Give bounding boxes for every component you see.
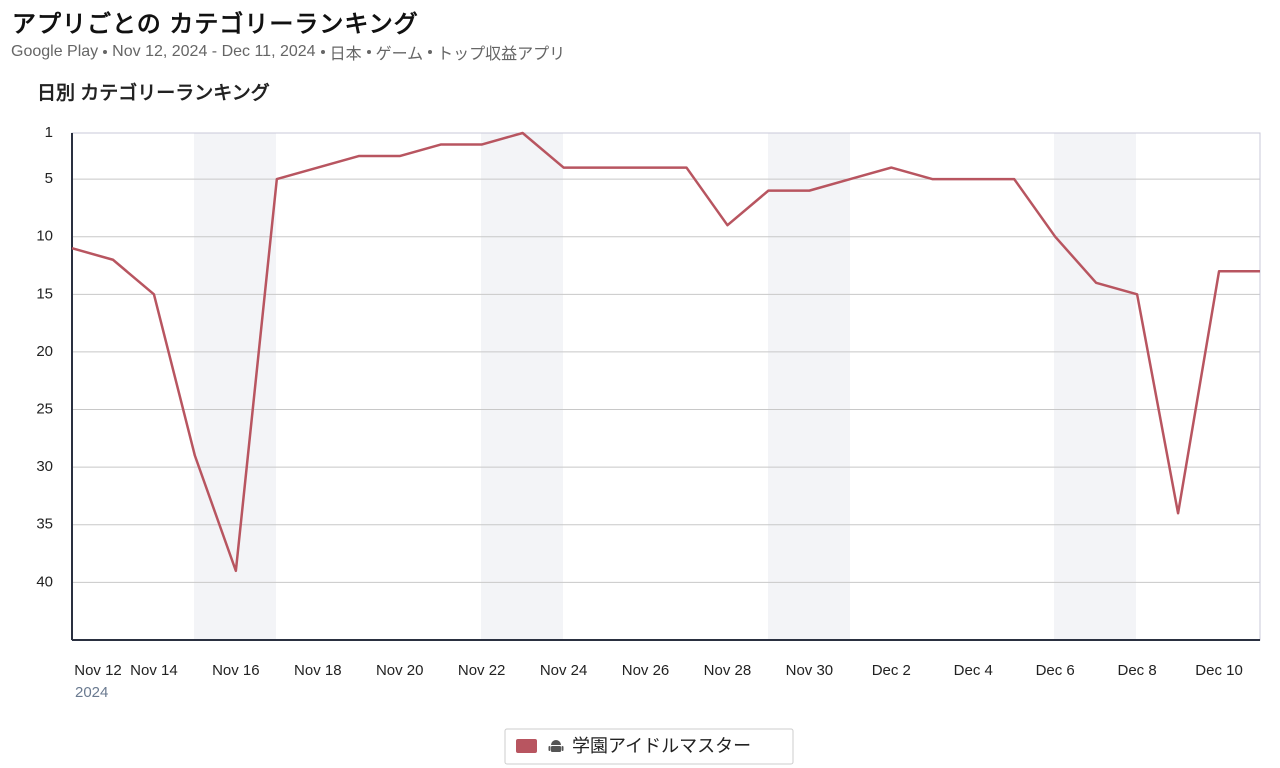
legend-label: 学園アイドルマスター [572, 736, 751, 756]
weekend-bands [194, 133, 1136, 640]
weekend-band [481, 133, 563, 640]
y-tick-label: 25 [36, 401, 53, 418]
subtitle: Google Play Nov 12, 2024 - Dec 11, 2024 日本… [11, 40, 565, 64]
separator [320, 50, 325, 54]
x-tick-label: Nov 28 [704, 662, 752, 679]
weekend-band [1054, 133, 1136, 640]
x-tick-label: Nov 20 [376, 662, 424, 679]
x-tick-label: Nov 24 [540, 662, 588, 679]
y-tick-label: 35 [36, 516, 53, 533]
x-tick-label: Dec 6 [1036, 662, 1075, 679]
x-tick-label: Nov 14 [130, 662, 178, 679]
separator [366, 50, 371, 54]
y-tick-label: 10 [36, 228, 53, 245]
subtitle-part: Nov 12, 2024 - Dec 11, 2024 [112, 43, 316, 60]
y-tick-label: 40 [36, 573, 53, 590]
y-tick-label: 5 [45, 170, 53, 187]
legend-box[interactable] [504, 728, 794, 765]
subtitle-part: トップ収益アプリ [437, 46, 566, 63]
x-tick-label: Nov 12 [74, 662, 122, 679]
x-tick-label: Nov 22 [458, 662, 506, 679]
x-tick-label: Dec 8 [1118, 662, 1157, 679]
x-year-label: 2024 [75, 684, 108, 701]
x-tick-label: Nov 16 [212, 662, 260, 679]
subtitle-part: 日本 [329, 46, 362, 63]
page-title: アプリごとの カテゴリーランキング [12, 11, 419, 38]
x-tick-label: Dec 2 [872, 662, 911, 679]
y-tick-label: 15 [36, 285, 53, 302]
x-tick-label: Nov 26 [622, 662, 670, 679]
y-tick-label: 30 [36, 458, 53, 475]
x-tick-label: Dec 4 [954, 662, 993, 679]
y-tick-label: 20 [36, 343, 53, 360]
x-tick-label: Dec 10 [1195, 662, 1243, 679]
android-icon [548, 740, 564, 752]
x-tick-label: Nov 18 [294, 662, 342, 679]
legend-swatch [516, 739, 537, 753]
subtitle-part: Google Play [11, 43, 99, 60]
weekend-band [194, 133, 276, 640]
y-tick-label: 1 [45, 124, 53, 141]
line-series [71, 131, 1260, 573]
x-tick-label: Nov 30 [786, 662, 834, 679]
separator [428, 50, 433, 54]
subtitle-part: ゲーム [375, 46, 424, 63]
weekend-band [768, 133, 850, 640]
separator [103, 50, 108, 54]
chart-title: 日別 カテゴリーランキング [37, 81, 270, 104]
